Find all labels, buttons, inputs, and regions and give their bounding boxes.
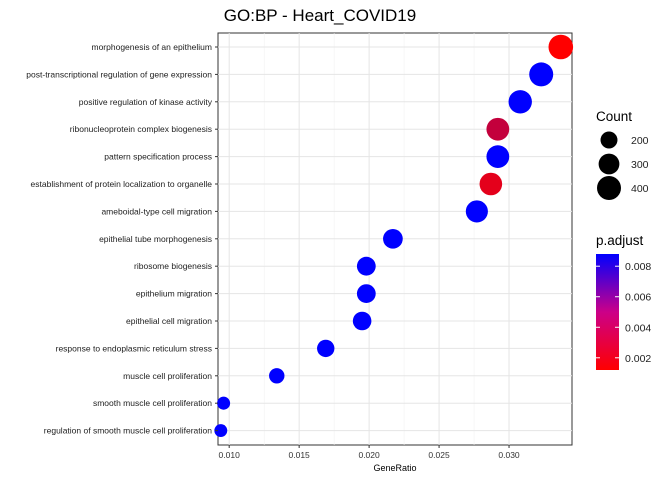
padjust-legend-ticks: 0.002 0.004 0.006 0.008 — [596, 261, 651, 365]
y-tick-label: epithelial cell migration — [126, 316, 212, 326]
y-tick-label: morphogenesis of an epithelium — [92, 42, 213, 52]
data-point — [529, 62, 554, 87]
data-point — [317, 339, 335, 358]
colorbar-tick-label: 0.008 — [625, 261, 651, 273]
data-point — [214, 424, 228, 438]
y-tick-label: regulation of smooth muscle cell prolife… — [44, 426, 212, 436]
y-tick-label: pattern specification process — [104, 152, 212, 162]
data-point — [479, 172, 503, 196]
x-tick-label: 0.020 — [358, 450, 380, 460]
x-tick-label: 0.030 — [498, 450, 520, 460]
data-point — [383, 228, 403, 249]
data-point — [486, 145, 510, 168]
count-legend-title: Count — [596, 109, 632, 124]
x-tick-label: 0.015 — [289, 450, 311, 460]
data-point — [356, 256, 376, 276]
y-tick-label: post-transcriptional regulation of gene … — [26, 69, 212, 79]
y-tick-label: muscle cell proliferation — [123, 371, 212, 381]
y-tick-label: establishment of protein localization to… — [31, 179, 213, 189]
count-legend-label: 400 — [631, 183, 649, 195]
data-point — [269, 368, 285, 384]
data-point — [486, 117, 510, 141]
y-tick-label: response to endoplasmic reticulum stress — [56, 343, 212, 353]
count-legend-key — [600, 131, 618, 149]
y-tick-label: epithelium migration — [136, 289, 212, 299]
colorbar-tick-label: 0.002 — [625, 353, 651, 365]
data-point — [352, 311, 372, 331]
x-tick-label: 0.010 — [219, 450, 241, 460]
count-legend-key — [598, 153, 620, 175]
padjust-legend-title: p.adjust — [596, 233, 644, 248]
x-axis-label: GeneRatio — [373, 463, 416, 473]
x-tick-label: 0.025 — [428, 450, 450, 460]
y-tick-label: smooth muscle cell proliferation — [93, 398, 212, 408]
colorbar-tick-label: 0.006 — [625, 292, 651, 304]
count-legend-label: 300 — [631, 159, 649, 171]
data-point — [465, 200, 488, 223]
y-tick-label: epithelial tube morphogenesis — [99, 234, 212, 244]
count-legend-key — [597, 176, 621, 200]
y-tick-label: ribonucleoprotein complex biogenesis — [70, 124, 212, 134]
y-axis-labels: morphogenesis of an epithelium post-trans… — [26, 42, 218, 436]
x-axis-ticks: 0.010 0.015 0.020 0.025 0.030 — [219, 445, 520, 460]
y-tick-label: ribosome biogenesis — [134, 261, 212, 271]
y-tick-label: ameboidal-type cell migration — [101, 206, 212, 216]
data-point — [356, 284, 376, 303]
count-legend: 200 300 400 — [597, 131, 649, 200]
chart-title: GO:BP - Heart_COVID19 — [224, 6, 416, 25]
y-tick-label: positive regulation of kinase activity — [79, 97, 213, 107]
data-point — [508, 90, 532, 114]
data-point — [217, 396, 231, 410]
padjust-colorbar — [596, 254, 619, 370]
data-points — [214, 34, 574, 438]
count-legend-label: 200 — [631, 135, 649, 147]
data-point — [548, 34, 574, 60]
colorbar-tick-label: 0.004 — [625, 322, 651, 334]
